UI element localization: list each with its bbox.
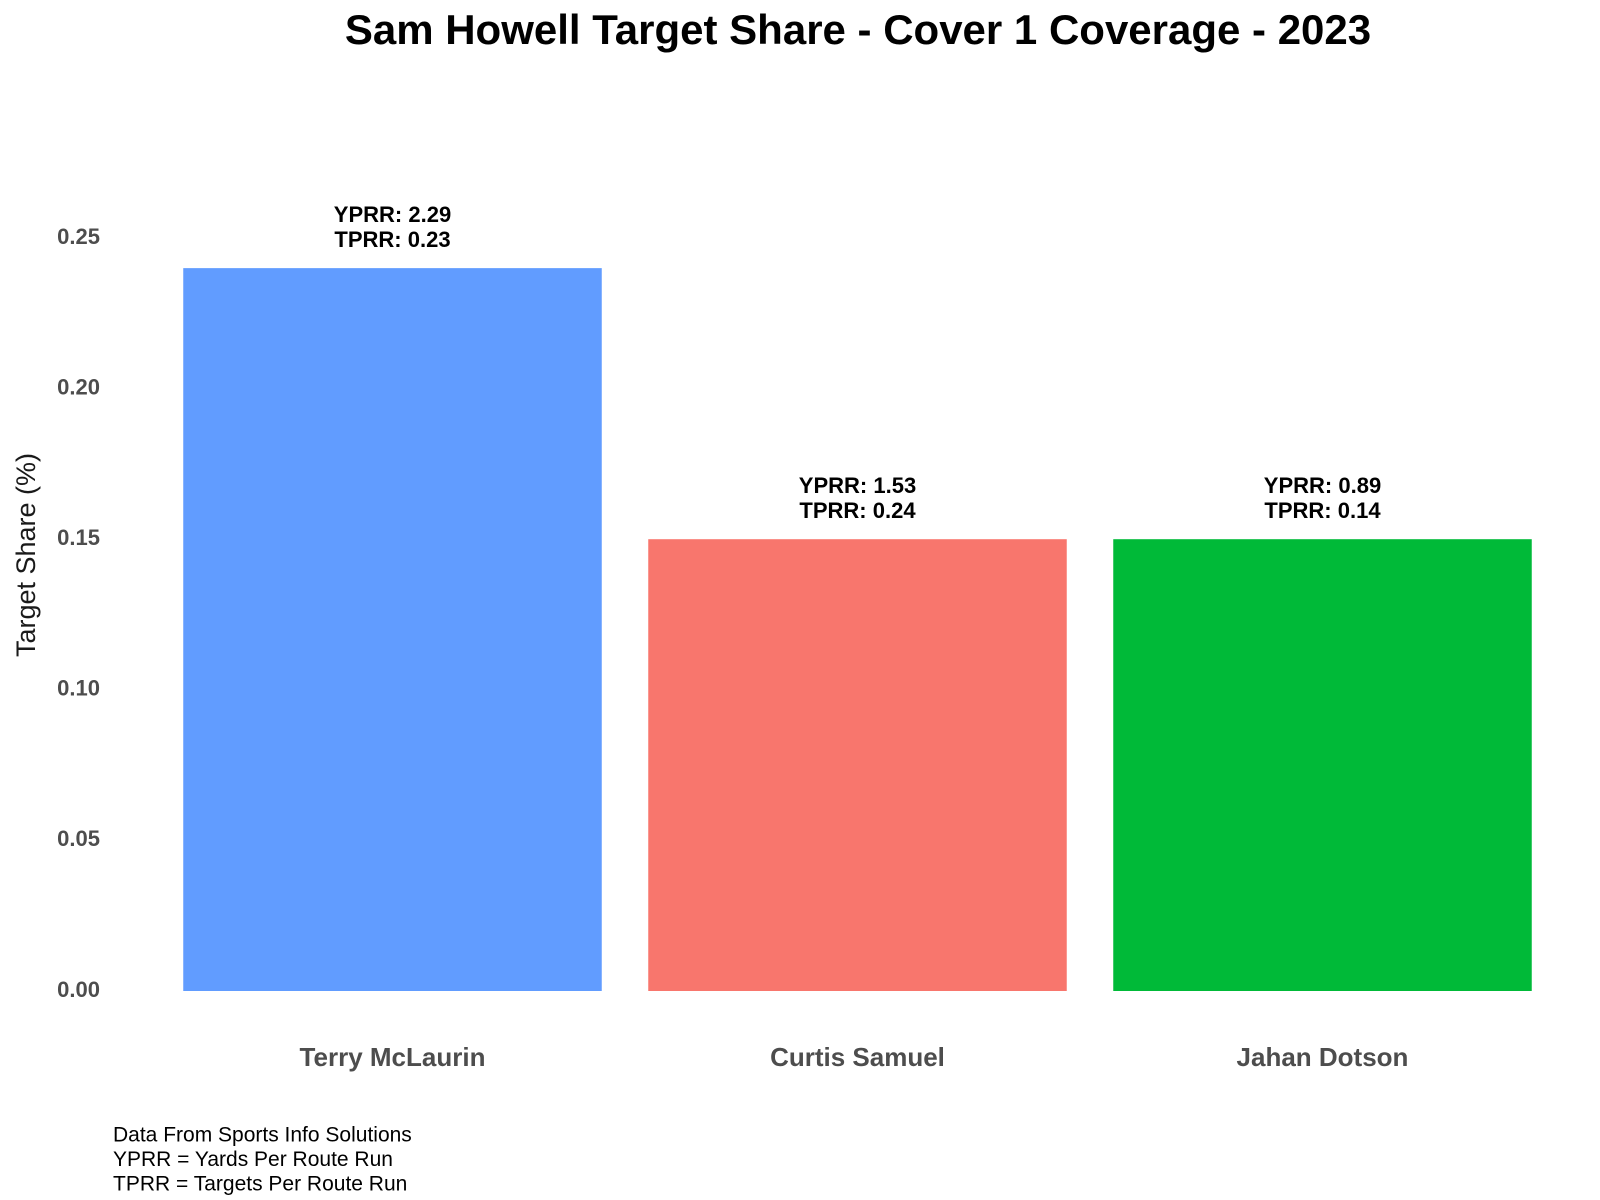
caption: YPRR = Yards Per Route Run (113, 1148, 393, 1171)
bar-annotation: YPRR: 1.53 (799, 473, 916, 498)
y-tick-label: 0.15 (57, 525, 100, 550)
y-axis-label: Target Share (%) (11, 453, 41, 657)
bar-annotation: TPRR: 0.14 (1264, 498, 1381, 523)
x-tick-label: Curtis Samuel (770, 1042, 945, 1072)
caption: TPRR = Targets Per Route Run (113, 1173, 407, 1196)
chart-title: Sam Howell Target Share - Cover 1 Covera… (345, 6, 1371, 53)
bar-annotation: TPRR: 0.24 (799, 498, 916, 523)
bar (648, 539, 1067, 991)
bar-annotation: YPRR: 0.89 (1264, 473, 1381, 498)
bar-annotation: YPRR: 2.29 (334, 202, 451, 227)
y-tick-label: 0.00 (57, 977, 100, 1002)
x-tick-label: Terry McLaurin (300, 1042, 486, 1072)
y-tick-label: 0.05 (57, 826, 100, 851)
bar (1113, 539, 1532, 991)
y-tick-label: 0.10 (57, 676, 100, 701)
y-tick-label: 0.20 (57, 374, 100, 399)
y-tick-label: 0.25 (57, 224, 100, 249)
caption: Data From Sports Info Solutions (113, 1124, 412, 1147)
bar (183, 268, 602, 991)
bar-annotation: TPRR: 0.23 (334, 227, 450, 252)
x-tick-label: Jahan Dotson (1237, 1042, 1409, 1072)
